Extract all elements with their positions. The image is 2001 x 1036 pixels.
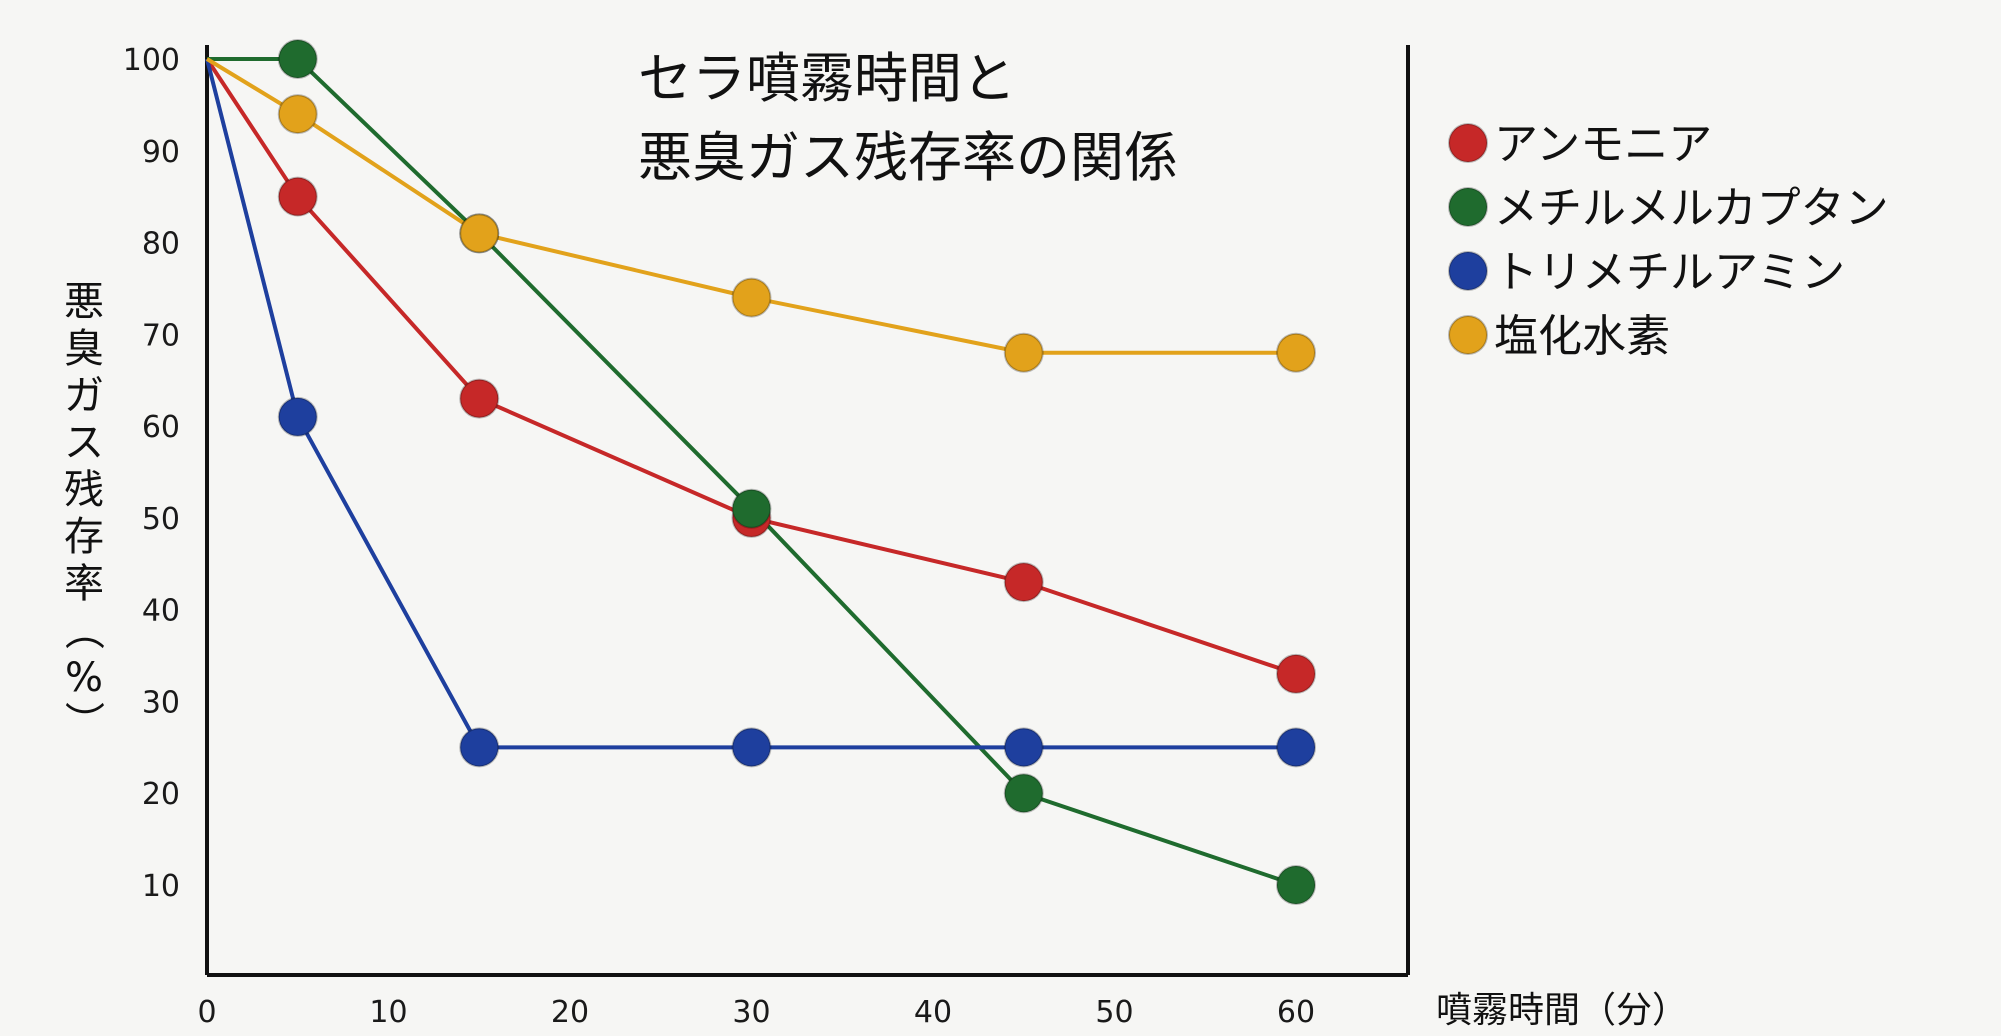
data-point: [459, 378, 500, 419]
y-axis-label-char: ガ: [64, 373, 104, 419]
legend-marker: [1448, 315, 1488, 355]
data-point: [1003, 773, 1044, 814]
legend-marker: [1448, 187, 1488, 227]
data-point: [1276, 727, 1316, 768]
series-line: [205, 57, 1297, 676]
x-tick-label: 30: [732, 995, 770, 1030]
x-tick-label: 10: [369, 995, 407, 1030]
data-point: [1003, 562, 1044, 603]
axes: [205, 45, 1410, 977]
y-axis-label-char: 残: [64, 467, 104, 513]
legend-marker: [1448, 123, 1488, 163]
x-tick-label: 20: [551, 995, 589, 1030]
y-axis-label-char: 率: [64, 561, 104, 607]
series-line: [205, 58, 1296, 750]
data-point: [277, 39, 318, 79]
y-tick-label: 50: [142, 502, 180, 537]
data-point: [1276, 865, 1316, 905]
data-point: [731, 727, 772, 768]
y-tick-labels: 10 20 30 40 50 60 70 80 90 100: [123, 43, 180, 904]
data-point: [1276, 653, 1316, 694]
data-point: [277, 396, 318, 437]
x-tick-label: 0: [197, 995, 216, 1030]
y-axis-label: 悪臭ガス残存率（%）: [60, 279, 106, 741]
x-tick-labels: 0 10 20 30 40 50 60: [197, 995, 1315, 1030]
data-point: [731, 488, 772, 529]
y-axis-label-char: 存: [64, 514, 104, 560]
chart-title-line-1: セラ噴霧時間と: [638, 47, 1016, 110]
data-point: [277, 176, 318, 217]
data-point: [1003, 332, 1044, 373]
y-tick-label: 80: [142, 227, 180, 262]
chart-title: セラ噴霧時間と 悪臭ガス残存率の関係: [638, 47, 1178, 189]
y-axis-label-char: %: [65, 655, 103, 701]
y-tick-label: 100: [123, 43, 180, 78]
legend-label: メチルメルカプタン: [1494, 183, 1889, 234]
plot-area: [205, 39, 1316, 905]
legend-label: トリメチルアミン: [1494, 247, 1845, 298]
x-tick-label: 50: [1095, 995, 1133, 1030]
y-axis-label-char: （: [60, 610, 106, 650]
x-tick-label: 40: [914, 995, 952, 1030]
x-tick-label: 60: [1277, 995, 1315, 1030]
y-tick-label: 40: [142, 594, 180, 629]
data-point: [1003, 727, 1044, 768]
data-point: [459, 727, 500, 768]
x-axis-label: 噴霧時間（分）: [1436, 990, 1688, 1031]
legend-label: アンモニア: [1494, 119, 1712, 170]
data-point: [277, 94, 318, 135]
data-point: [459, 213, 500, 254]
legend-marker: [1448, 251, 1488, 291]
data-point: [1276, 332, 1316, 373]
y-axis-label-char: ス: [64, 420, 104, 466]
y-tick-label: 10: [142, 869, 180, 904]
y-tick-label: 70: [142, 318, 180, 353]
y-axis-label-char: 臭: [64, 326, 104, 372]
legend-label: 塩化水素: [1494, 311, 1670, 362]
y-tick-label: 30: [142, 685, 180, 720]
y-axis-label-char: 悪: [64, 279, 104, 325]
y-tick-label: 20: [142, 777, 180, 812]
chart-title-line-2: 悪臭ガス残存率の関係: [638, 126, 1178, 189]
y-tick-label: 60: [142, 410, 180, 445]
y-axis-label-char: ）: [60, 701, 106, 741]
data-point: [731, 277, 772, 318]
y-tick-label: 90: [142, 135, 180, 170]
